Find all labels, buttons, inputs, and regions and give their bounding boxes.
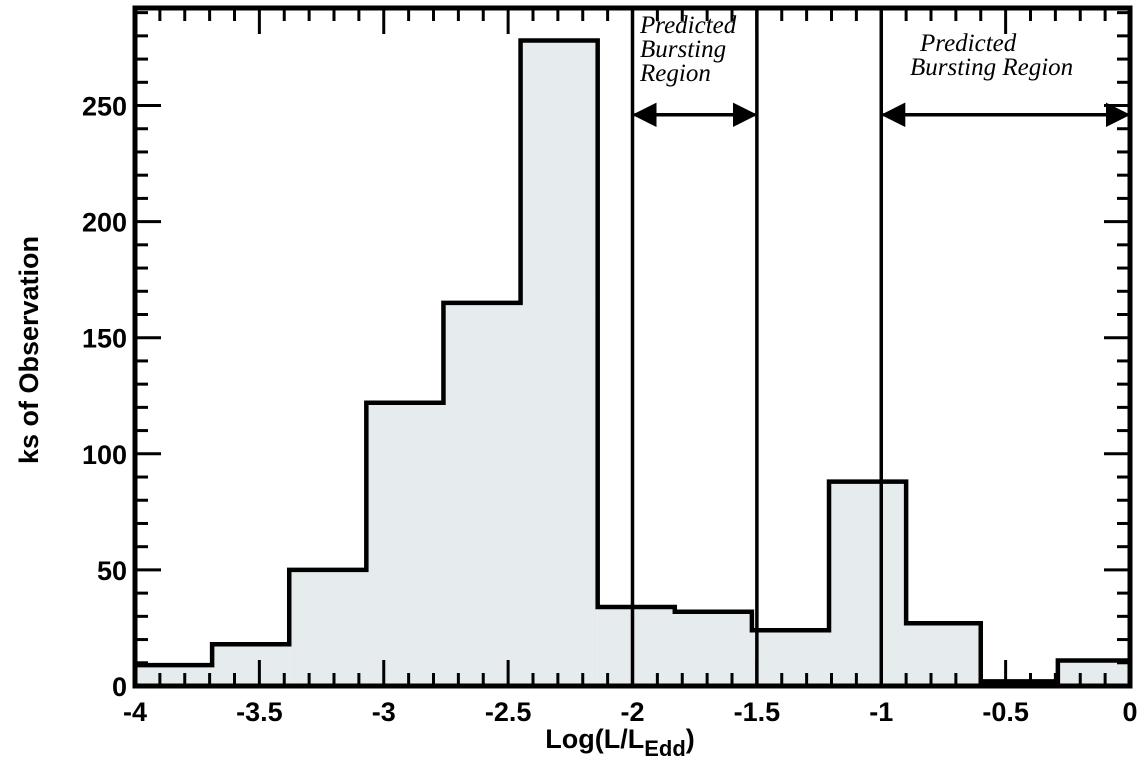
x-tick-label: -3	[372, 697, 396, 727]
x-tick-label: -1.5	[734, 697, 781, 727]
histogram-outline	[135, 38, 1130, 684]
x-tick-label: 0	[1122, 697, 1137, 727]
histogram-bar	[443, 302, 521, 686]
y-tick-label: 0	[112, 672, 127, 702]
x-tick-label: -3.5	[236, 697, 283, 727]
histogram-bar	[366, 402, 444, 686]
x-tick-label: -2.5	[485, 697, 532, 727]
x-axis-label-main: Log(L/L	[545, 724, 644, 754]
annotations: PredictedBurstingRegionPredictedBursting…	[632, 12, 1131, 128]
histogram-bar	[751, 630, 830, 686]
annotation-text: Bursting	[640, 36, 726, 63]
y-tick-label: 200	[82, 208, 127, 238]
histogram-bar	[906, 623, 981, 686]
y-tick-label: 100	[82, 440, 127, 470]
histogram-bar	[597, 607, 675, 686]
histogram-bar	[829, 481, 907, 686]
histogram-bar	[1057, 660, 1130, 686]
histogram-bar	[135, 665, 213, 686]
x-tick-label: -4	[123, 697, 147, 727]
annotation-text: Predicted	[639, 12, 737, 39]
y-tick-label: 150	[82, 324, 127, 354]
x-tick-label: -2	[620, 697, 644, 727]
annotation-text: Region	[639, 60, 711, 87]
histogram-bars	[135, 40, 1130, 687]
x-tick-label: -0.5	[982, 697, 1029, 727]
y-tick-label: 50	[97, 556, 127, 586]
annotation-text: Bursting Region	[910, 54, 1073, 81]
plot-frame	[132, 5, 1133, 689]
x-axis-label-subscript: Edd	[644, 736, 686, 761]
annotation-text: Predicted	[919, 30, 1017, 57]
y-axis-label: ks of Observation	[14, 236, 44, 464]
histogram-bar	[212, 644, 290, 686]
histogram-bar	[289, 569, 367, 686]
x-axis-label-close: )	[686, 724, 695, 754]
x-tick-label: -1	[869, 697, 893, 727]
tick-labels: -4 -3.5 -3 -2.5 -2 -1.5 -1 -0.5 0 0 50 100 150 200 250	[82, 92, 1138, 727]
histogram-bar	[674, 611, 752, 686]
y-tick-label: 250	[82, 92, 127, 122]
histogram-bar	[520, 40, 598, 687]
x-axis-label: Log(L/LEdd)	[545, 724, 695, 761]
